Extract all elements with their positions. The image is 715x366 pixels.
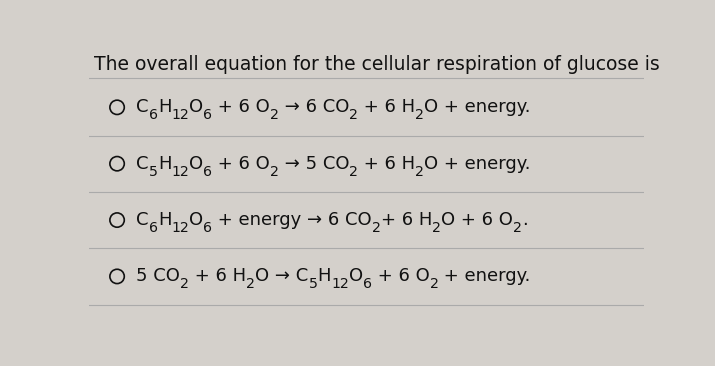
Text: O: O xyxy=(189,211,203,229)
Text: + 6 H: + 6 H xyxy=(358,98,415,116)
Text: 12: 12 xyxy=(172,165,189,179)
Text: 12: 12 xyxy=(172,108,189,122)
Text: → 5 CO: → 5 CO xyxy=(279,155,350,173)
Text: .: . xyxy=(522,211,528,229)
Text: H: H xyxy=(158,155,172,173)
Text: + 6 O: + 6 O xyxy=(372,268,430,285)
Text: H: H xyxy=(158,211,172,229)
Text: 2: 2 xyxy=(415,108,424,122)
Text: 5: 5 xyxy=(149,165,158,179)
Text: 12: 12 xyxy=(331,277,349,291)
Text: O: O xyxy=(349,268,363,285)
Text: O + energy.: O + energy. xyxy=(424,155,531,173)
Text: 12: 12 xyxy=(172,221,189,235)
Text: 5: 5 xyxy=(308,277,317,291)
Text: 6: 6 xyxy=(363,277,372,291)
Text: O: O xyxy=(189,155,203,173)
Text: C: C xyxy=(137,211,149,229)
Text: H: H xyxy=(158,98,172,116)
Text: 6: 6 xyxy=(203,165,212,179)
Text: 6: 6 xyxy=(203,221,212,235)
Text: 5 CO: 5 CO xyxy=(137,268,180,285)
Text: 2: 2 xyxy=(350,108,358,122)
Text: C: C xyxy=(137,155,149,173)
Text: O: O xyxy=(189,98,203,116)
Text: + 6 H: + 6 H xyxy=(358,155,415,173)
Text: The overall equation for the cellular respiration of glucose is: The overall equation for the cellular re… xyxy=(94,55,659,74)
Text: + energy → 6 CO: + energy → 6 CO xyxy=(212,211,372,229)
Text: 6: 6 xyxy=(149,221,158,235)
Text: 2: 2 xyxy=(247,277,255,291)
Text: 2: 2 xyxy=(415,165,424,179)
Text: + 6 O: + 6 O xyxy=(212,98,270,116)
Text: C: C xyxy=(137,98,149,116)
Text: 2: 2 xyxy=(270,165,279,179)
Text: + energy.: + energy. xyxy=(438,268,531,285)
Text: O + 6 O: O + 6 O xyxy=(441,211,513,229)
Text: + 6 H: + 6 H xyxy=(189,268,247,285)
Text: 2: 2 xyxy=(270,108,279,122)
Text: 2: 2 xyxy=(513,221,522,235)
Text: 2: 2 xyxy=(350,165,358,179)
Text: 6: 6 xyxy=(203,108,212,122)
Text: O + energy.: O + energy. xyxy=(424,98,531,116)
Text: H: H xyxy=(317,268,331,285)
Text: → 6 CO: → 6 CO xyxy=(279,98,350,116)
Text: 2: 2 xyxy=(180,277,189,291)
Text: O → C: O → C xyxy=(255,268,308,285)
Text: + 6 O: + 6 O xyxy=(212,155,270,173)
Text: 6: 6 xyxy=(149,108,158,122)
Text: + 6 H: + 6 H xyxy=(381,211,433,229)
Text: 2: 2 xyxy=(372,221,381,235)
Text: 2: 2 xyxy=(430,277,438,291)
Text: 2: 2 xyxy=(433,221,441,235)
